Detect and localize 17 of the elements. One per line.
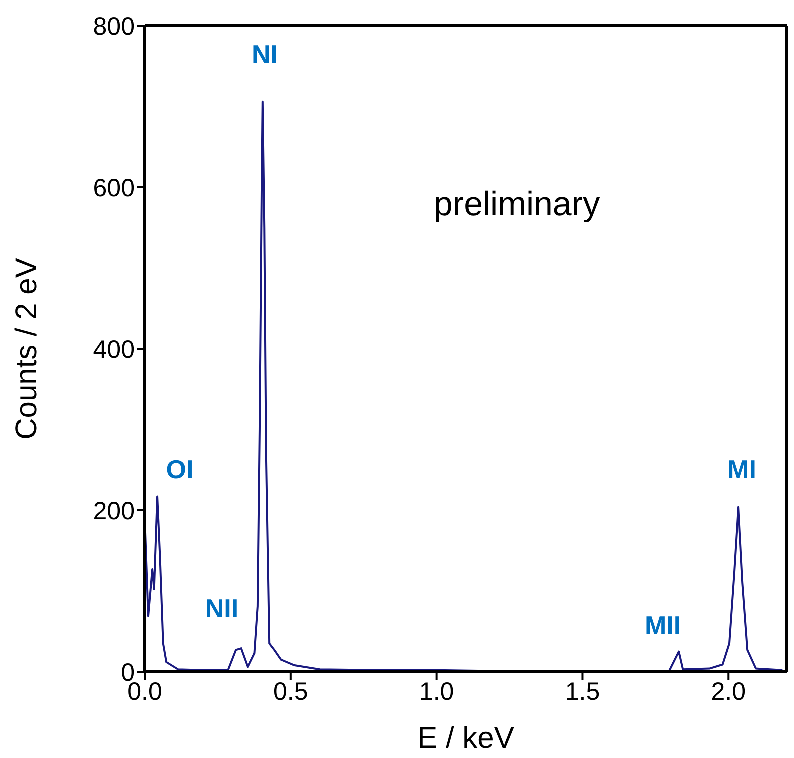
- x-tick-label: 1.0: [419, 678, 454, 706]
- x-axis-title: E / keV: [418, 722, 514, 755]
- x-tick-label: 1.5: [565, 678, 600, 706]
- annotation: preliminary: [434, 186, 600, 224]
- x-tick-label: 0.5: [274, 678, 308, 706]
- annotation: OI: [166, 454, 194, 486]
- annotation: MII: [644, 610, 682, 642]
- y-tick-label: 200: [93, 497, 135, 526]
- annotation: MI: [728, 454, 756, 486]
- x-tick-label: 2.0: [711, 678, 746, 706]
- y-tick-label: 600: [93, 174, 135, 202]
- annotation: NI: [252, 40, 278, 70]
- y-axis-title: Counts / 2 eV: [10, 258, 44, 440]
- line-series: [145, 100, 784, 672]
- annotation: NII: [205, 594, 239, 624]
- y-tick-label: 400: [93, 336, 135, 364]
- y-tick-label: 800: [93, 12, 135, 41]
